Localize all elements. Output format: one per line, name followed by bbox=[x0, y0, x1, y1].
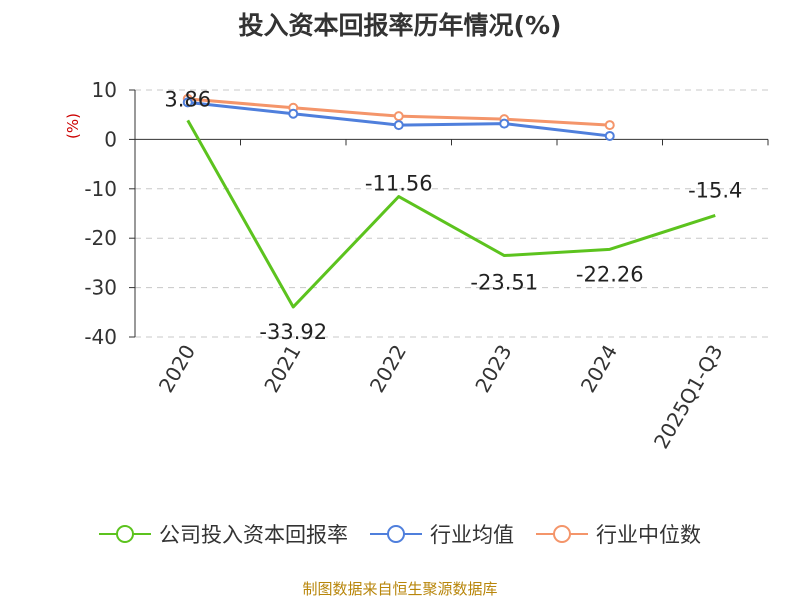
data-label: 3.86 bbox=[164, 87, 211, 111]
x-tick-label: 2022 bbox=[365, 341, 411, 397]
x-tick-label: 2023 bbox=[470, 341, 516, 397]
y-tick-label: -20 bbox=[84, 226, 117, 250]
data-label: -15.4 bbox=[688, 178, 742, 202]
chart-legend: 公司投入资本回报率 行业均值 行业中位数 bbox=[0, 519, 800, 549]
x-tick-label: 2021 bbox=[259, 341, 305, 397]
x-tick-label: 2025Q1-Q3 bbox=[649, 341, 728, 453]
legend-label-industry-median: 行业中位数 bbox=[596, 523, 701, 547]
y-tick-label: -40 bbox=[84, 325, 117, 349]
x-tick-label: 2024 bbox=[576, 341, 622, 397]
data-label: -22.26 bbox=[576, 262, 644, 286]
y-tick-label: 0 bbox=[104, 127, 117, 151]
series-point bbox=[288, 108, 299, 119]
series-point bbox=[182, 97, 193, 108]
y-axis-label: (%) bbox=[64, 113, 82, 139]
legend-item-company[interactable]: 公司投入资本回报率 bbox=[99, 519, 348, 549]
legend-marker-industry-median bbox=[536, 525, 588, 543]
series-point bbox=[393, 120, 404, 131]
y-tick-label: -30 bbox=[84, 276, 117, 300]
legend-label-industry-mean: 行业均值 bbox=[430, 523, 514, 547]
y-tick-label: 10 bbox=[92, 78, 117, 102]
series-point bbox=[604, 120, 615, 131]
series-line bbox=[186, 119, 716, 309]
legend-label-company: 公司投入资本回报率 bbox=[159, 523, 348, 547]
x-tick-label: 2020 bbox=[154, 341, 200, 397]
series-point bbox=[604, 130, 615, 141]
series-point bbox=[499, 118, 510, 129]
data-label: -11.56 bbox=[365, 172, 433, 196]
legend-item-industry-median[interactable]: 行业中位数 bbox=[536, 519, 701, 549]
data-label: -33.92 bbox=[259, 320, 327, 344]
legend-item-industry-mean[interactable]: 行业均值 bbox=[370, 519, 514, 549]
y-tick-label: -10 bbox=[84, 177, 117, 201]
legend-marker-industry-mean bbox=[370, 525, 422, 543]
data-label: -23.51 bbox=[470, 271, 538, 295]
legend-marker-company bbox=[99, 525, 151, 543]
data-source-note: 制图数据来自恒生聚源数据库 bbox=[302, 580, 498, 598]
chart-title: 投入资本回报率历年情况(%) bbox=[238, 11, 562, 40]
series-point bbox=[393, 111, 404, 122]
